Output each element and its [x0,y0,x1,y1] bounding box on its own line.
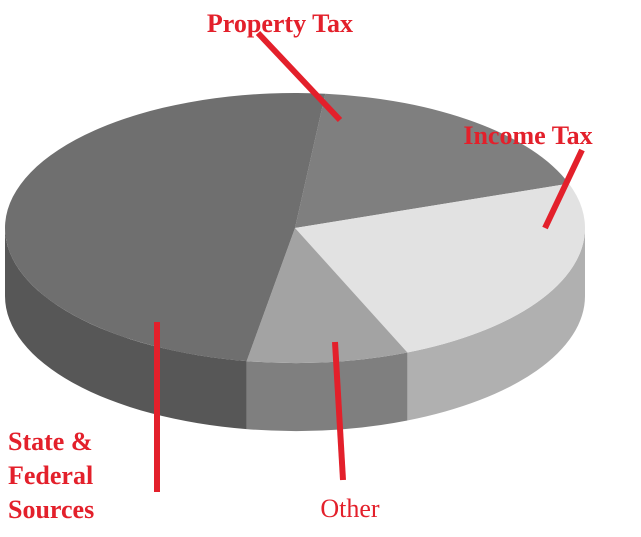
pie-side [246,352,408,431]
pie-tops [5,92,585,363]
slice-label: Property Tax [207,9,353,38]
leader-lines [154,30,585,492]
slice-label: State & Federal Sources [8,427,95,524]
pie-side [407,228,585,421]
pie-slice [246,228,408,363]
pie-side [5,228,247,430]
leader-line [542,148,585,230]
slice-label: Income Tax [463,121,592,150]
pie-slice [5,92,326,362]
pie-sides [5,228,585,431]
slice-label: Other [320,494,380,523]
leader-line [332,341,346,481]
pie-slice [295,183,585,353]
leader-line [255,30,343,123]
pie-slice [295,93,569,228]
